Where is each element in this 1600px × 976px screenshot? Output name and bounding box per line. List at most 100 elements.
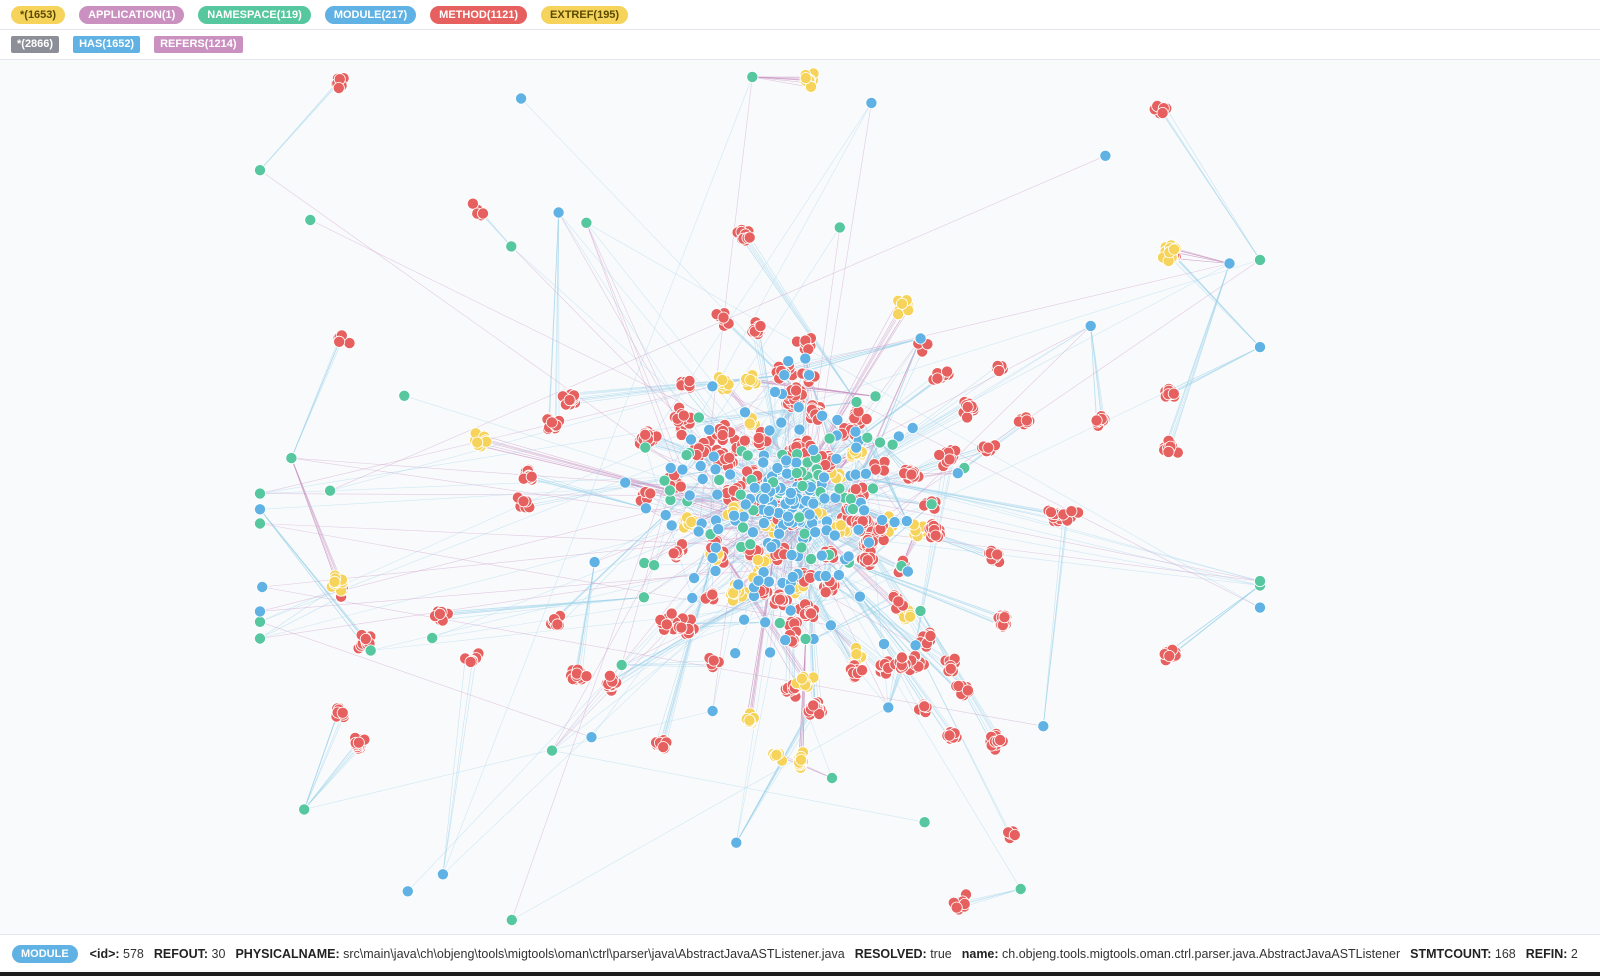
- namespace-node[interactable]: [505, 914, 518, 927]
- module-node[interactable]: [876, 513, 889, 526]
- method-node[interactable]: [717, 311, 730, 324]
- namespace-node[interactable]: [364, 644, 377, 657]
- module-node[interactable]: [1254, 341, 1267, 354]
- namespace-node[interactable]: [925, 498, 938, 511]
- namespace-node[interactable]: [737, 521, 750, 534]
- namespace-node[interactable]: [1254, 575, 1267, 588]
- namespace-node[interactable]: [773, 617, 786, 630]
- method-node[interactable]: [660, 618, 673, 631]
- method-node[interactable]: [819, 586, 832, 599]
- namespace-node[interactable]: [615, 659, 628, 672]
- extref-node[interactable]: [471, 436, 484, 449]
- module-node[interactable]: [824, 619, 837, 632]
- method-node[interactable]: [580, 670, 593, 683]
- method-node[interactable]: [603, 669, 616, 682]
- module-node[interactable]: [759, 481, 772, 494]
- method-node[interactable]: [1065, 505, 1078, 518]
- module-node[interactable]: [1099, 149, 1112, 162]
- method-node[interactable]: [993, 364, 1006, 377]
- namespace-node[interactable]: [253, 632, 266, 645]
- module-node[interactable]: [832, 569, 845, 582]
- module-node[interactable]: [793, 423, 806, 436]
- method-node[interactable]: [359, 633, 372, 646]
- method-node[interactable]: [738, 434, 751, 447]
- module-node[interactable]: [696, 472, 709, 485]
- module-node[interactable]: [818, 471, 831, 484]
- namespace-node[interactable]: [692, 411, 705, 424]
- module-node[interactable]: [712, 523, 725, 536]
- module-node[interactable]: [732, 578, 745, 591]
- extref-node[interactable]: [751, 553, 764, 566]
- method-node[interactable]: [1045, 506, 1058, 519]
- extref-node[interactable]: [799, 72, 812, 85]
- namespace-node[interactable]: [844, 492, 857, 505]
- module-node[interactable]: [858, 504, 871, 517]
- module-node[interactable]: [765, 541, 778, 554]
- method-node[interactable]: [352, 736, 365, 749]
- method-node[interactable]: [998, 611, 1011, 624]
- module-node[interactable]: [664, 461, 677, 474]
- method-node[interactable]: [929, 529, 942, 542]
- method-node[interactable]: [1156, 107, 1169, 120]
- module-node[interactable]: [665, 519, 678, 532]
- extref-node[interactable]: [328, 575, 341, 588]
- module-node[interactable]: [685, 433, 698, 446]
- method-node[interactable]: [336, 706, 349, 719]
- module-node[interactable]: [752, 574, 765, 587]
- module-node[interactable]: [253, 605, 266, 618]
- module-node[interactable]: [746, 526, 759, 539]
- module-node[interactable]: [816, 409, 829, 422]
- method-node[interactable]: [1008, 829, 1021, 842]
- method-node[interactable]: [525, 470, 538, 483]
- method-node[interactable]: [918, 700, 931, 713]
- module-node[interactable]: [782, 355, 795, 368]
- label-filter-namespace[interactable]: NAMESPACE(119): [198, 5, 311, 24]
- method-node[interactable]: [994, 734, 1007, 747]
- module-node[interactable]: [850, 441, 863, 454]
- method-node[interactable]: [892, 595, 905, 608]
- namespace-node[interactable]: [734, 488, 747, 501]
- module-node[interactable]: [807, 443, 820, 456]
- method-node[interactable]: [961, 400, 974, 413]
- module-node[interactable]: [724, 468, 737, 481]
- module-node[interactable]: [619, 476, 632, 489]
- graph-canvas[interactable]: [0, 61, 1600, 935]
- module-node[interactable]: [739, 406, 752, 419]
- module-node[interactable]: [706, 380, 719, 393]
- extref-node[interactable]: [743, 417, 756, 430]
- module-node[interactable]: [757, 456, 770, 469]
- method-node[interactable]: [950, 901, 963, 914]
- method-node[interactable]: [675, 621, 688, 634]
- module-node[interactable]: [900, 515, 913, 528]
- module-node[interactable]: [639, 502, 652, 515]
- module-node[interactable]: [882, 701, 895, 714]
- module-node[interactable]: [865, 96, 878, 109]
- module-node[interactable]: [951, 467, 964, 480]
- namespace-node[interactable]: [546, 744, 559, 757]
- method-node[interactable]: [466, 197, 479, 210]
- namespace-node[interactable]: [833, 482, 846, 495]
- namespace-node[interactable]: [713, 473, 726, 486]
- module-node[interactable]: [683, 489, 696, 502]
- module-node[interactable]: [763, 504, 776, 517]
- module-node[interactable]: [762, 575, 775, 588]
- module-node[interactable]: [784, 604, 797, 617]
- method-node[interactable]: [657, 741, 670, 754]
- extref-node[interactable]: [892, 308, 905, 321]
- namespace-node[interactable]: [746, 70, 759, 83]
- namespace-node[interactable]: [298, 803, 311, 816]
- extref-node[interactable]: [744, 373, 757, 386]
- namespace-node[interactable]: [637, 591, 650, 604]
- method-node[interactable]: [716, 428, 729, 441]
- module-node[interactable]: [782, 510, 795, 523]
- module-node[interactable]: [707, 450, 720, 463]
- module-node[interactable]: [709, 541, 722, 554]
- module-node[interactable]: [849, 425, 862, 438]
- module-node[interactable]: [1037, 720, 1050, 733]
- module-node[interactable]: [709, 564, 722, 577]
- module-node[interactable]: [815, 549, 828, 562]
- method-node[interactable]: [943, 453, 956, 466]
- module-node[interactable]: [676, 463, 689, 476]
- namespace-node[interactable]: [638, 556, 651, 569]
- method-node[interactable]: [941, 365, 954, 378]
